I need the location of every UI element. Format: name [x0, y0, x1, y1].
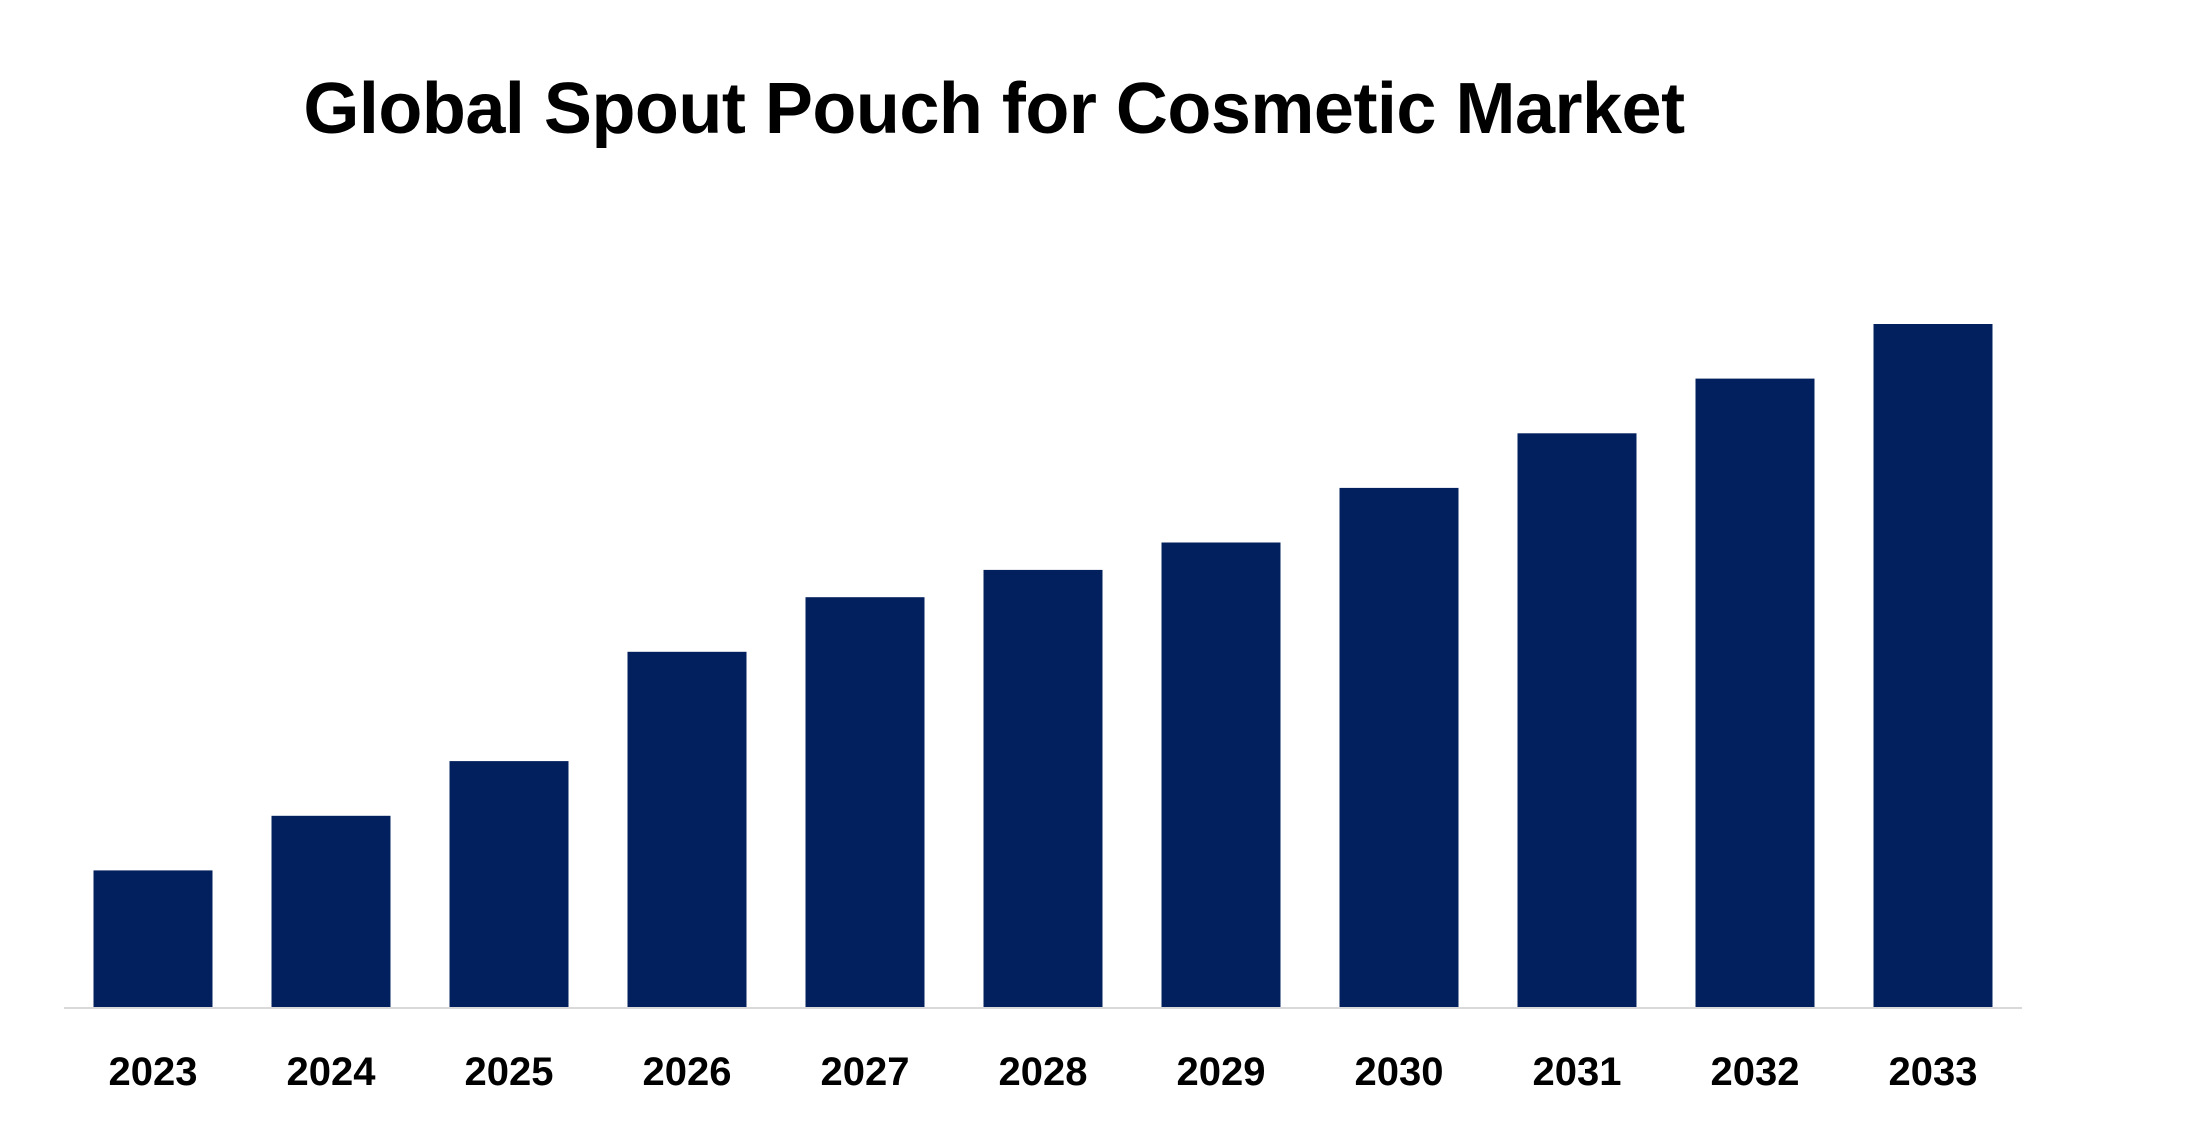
x-tick-label: 2023	[109, 1050, 198, 1094]
x-tick-label: 2028	[999, 1050, 1088, 1094]
x-tick-label: 2027	[821, 1050, 910, 1094]
bar-2024	[271, 815, 391, 1008]
x-tick-label: 2026	[643, 1050, 732, 1094]
bar-2023	[93, 870, 213, 1007]
bar-2029	[1161, 542, 1281, 1007]
bars-layer	[93, 324, 1993, 1008]
bar-2033	[1873, 324, 1993, 1007]
x-tick-label: 2029	[1177, 1050, 1266, 1094]
bar-2026	[627, 651, 747, 1007]
chart-title: Global Spout Pouch for Cosmetic Market	[303, 69, 1685, 149]
x-tick-label: 2032	[1711, 1050, 1800, 1094]
x-tick-label: 2031	[1533, 1050, 1622, 1094]
bar-2032	[1695, 378, 1815, 1008]
bar-2025	[449, 761, 569, 1007]
x-tick-label: 2033	[1889, 1050, 1978, 1094]
x-tick-label: 2030	[1355, 1050, 1444, 1094]
x-tick-label: 2025	[465, 1050, 554, 1094]
bar-2030	[1339, 487, 1459, 1007]
x-tick-label: 2024	[287, 1050, 377, 1094]
x-tick-labels: 2023 2024 2025 2026 2027 2028 2029 2030 2031 2032…	[109, 1050, 1978, 1094]
bar-2027	[805, 597, 925, 1007]
bar-2028	[983, 569, 1103, 1007]
bar-2031	[1517, 433, 1637, 1008]
